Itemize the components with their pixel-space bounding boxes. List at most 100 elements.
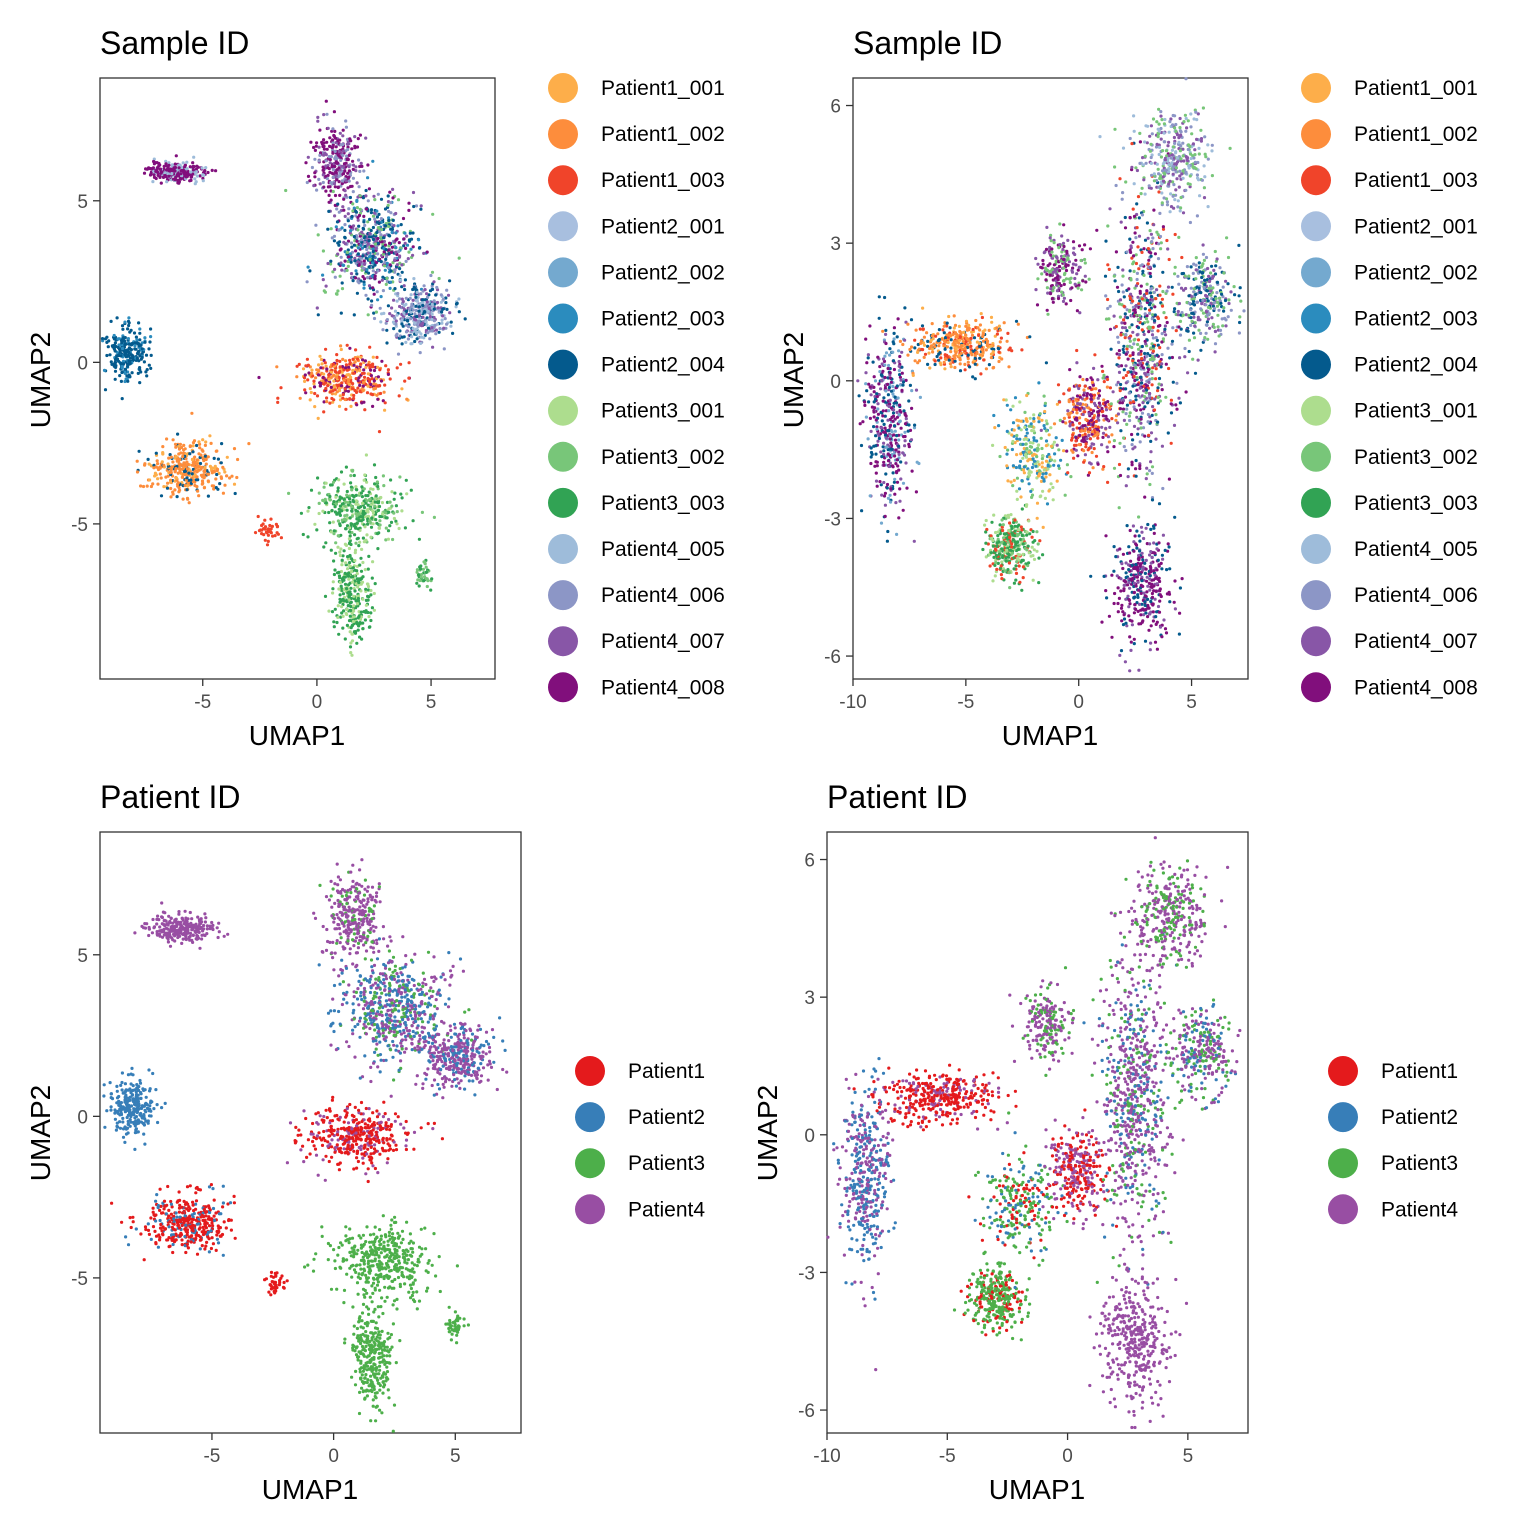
data-point <box>214 169 218 173</box>
data-point <box>1037 472 1042 476</box>
data-point <box>892 337 896 341</box>
data-point <box>1092 416 1096 420</box>
data-point <box>894 462 898 466</box>
data-point <box>1065 449 1069 453</box>
data-point <box>143 336 147 340</box>
data-point <box>372 386 376 390</box>
data-point <box>112 343 116 348</box>
data-point <box>414 308 418 313</box>
data-point <box>346 212 350 216</box>
data-point <box>125 364 130 368</box>
data-point <box>997 424 1001 428</box>
data-point <box>380 278 384 282</box>
data-point <box>340 558 344 562</box>
data-point <box>305 280 309 284</box>
data-point <box>384 248 388 252</box>
data-point <box>897 413 902 417</box>
data-point <box>117 343 121 347</box>
data-point <box>1096 462 1100 466</box>
data-point <box>375 480 379 484</box>
data-point <box>429 588 433 592</box>
data-point <box>123 320 127 324</box>
data-point <box>329 548 333 552</box>
data-point <box>1009 513 1013 517</box>
data-point <box>1036 542 1040 546</box>
data-point <box>321 173 325 177</box>
data-point <box>382 390 386 394</box>
data-point <box>394 319 398 323</box>
data-point <box>1044 361 1048 365</box>
data-point <box>361 597 365 601</box>
data-point <box>1090 450 1094 455</box>
data-point <box>403 231 407 235</box>
data-point <box>371 225 375 230</box>
data-point <box>330 165 334 169</box>
data-point <box>349 272 354 276</box>
data-point <box>133 344 137 348</box>
data-point <box>337 180 341 184</box>
data-point <box>399 223 403 227</box>
data-point <box>897 516 901 520</box>
data-point <box>891 384 895 389</box>
data-point <box>131 357 135 361</box>
data-point <box>403 241 407 245</box>
data-point <box>394 231 398 235</box>
data-point <box>915 460 919 464</box>
data-point <box>319 151 323 155</box>
data-point <box>1052 463 1056 467</box>
data-point <box>895 410 899 414</box>
data-point <box>379 495 383 500</box>
data-point <box>330 610 335 614</box>
data-point <box>1049 426 1053 430</box>
data-point <box>379 233 383 237</box>
data-point <box>215 467 220 471</box>
data-point <box>1100 425 1104 429</box>
data-point <box>328 136 332 140</box>
data-point <box>887 429 891 433</box>
data-point <box>198 455 202 460</box>
data-point <box>1097 389 1102 393</box>
data-point <box>879 450 883 454</box>
data-point <box>383 224 388 228</box>
data-point <box>384 364 388 368</box>
data-point <box>900 371 904 375</box>
data-point <box>353 631 358 635</box>
data-point <box>181 467 185 471</box>
data-point <box>127 321 131 325</box>
data-point <box>327 167 331 171</box>
data-point <box>359 556 363 560</box>
data-point <box>143 463 147 467</box>
data-point <box>348 618 352 622</box>
data-point <box>903 422 908 426</box>
data-point <box>883 295 887 300</box>
legend-swatch <box>548 119 578 150</box>
data-point <box>351 159 355 163</box>
data-point <box>339 143 343 147</box>
data-point <box>364 603 368 607</box>
data-point <box>392 327 396 331</box>
data-point <box>1025 446 1029 451</box>
data-point <box>325 177 329 181</box>
data-point <box>1082 449 1086 453</box>
data-point <box>437 276 441 281</box>
data-point <box>422 284 426 288</box>
data-point <box>449 320 453 324</box>
data-point <box>115 354 119 358</box>
data-point <box>1015 453 1019 457</box>
data-point <box>393 309 398 313</box>
legend-label: Patient3_001 <box>601 400 725 423</box>
data-point <box>1005 403 1009 407</box>
data-point <box>375 230 379 235</box>
data-point <box>886 382 890 386</box>
data-point <box>115 316 119 320</box>
data-point <box>206 479 210 483</box>
data-point <box>383 207 388 211</box>
data-point <box>402 284 406 288</box>
data-point <box>1015 433 1019 438</box>
data-point <box>134 335 138 339</box>
data-point <box>332 500 336 504</box>
data-point <box>1049 458 1053 462</box>
data-point <box>881 445 885 449</box>
data-point <box>457 310 461 314</box>
data-point <box>442 347 446 351</box>
